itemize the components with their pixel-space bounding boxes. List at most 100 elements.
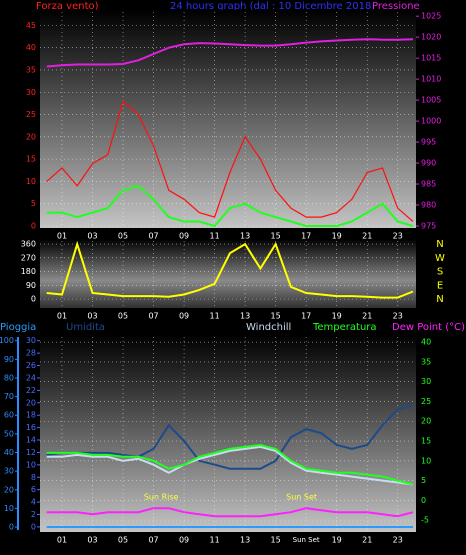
y-tick-label: 20 [26,398,36,407]
y-tick-label: 10 [4,504,14,513]
y-tick-label: 1020 [421,33,441,42]
x-tick-label: 07 [148,312,158,321]
y-tick-label: 990 [421,159,436,168]
x-tick-label: 13 [240,232,250,241]
x-tick-label: 09 [179,536,189,545]
x-tick-label: 21 [362,312,372,321]
y-tick-label: 0 [421,496,426,505]
legend-entry: Pioggia [0,322,36,333]
y-tick-label: 16 [26,423,36,432]
pressure-label: Pressione [372,1,420,12]
x-tick-label: Sun Set [293,536,320,544]
y-tick-label: 24 [26,373,36,382]
y-tick-label: 25 [421,397,431,406]
y-tick-label: 10 [421,456,431,465]
y-tick-label: 40 [421,338,431,347]
series-line [46,443,414,486]
x-tick-label: 05 [118,312,128,321]
y-tick-label: 1025 [421,12,441,21]
x-tick-label: 15 [271,312,281,321]
y-tick-label: 30 [26,88,36,97]
plot-area [40,335,416,532]
y-tick-label: 1010 [421,75,441,84]
y-tick-label: 14 [26,436,36,445]
x-tick-label: 05 [118,232,128,241]
x-tick-label: 23 [393,536,403,545]
y-tick-label: 180 [21,267,36,276]
x-tick-label: 13 [240,536,250,545]
y-tick-label: 50 [4,429,14,438]
x-tick-label: 07 [148,536,158,545]
y-tick-label: 70 [4,392,14,401]
x-tick-label: 03 [87,312,97,321]
x-tick-label: 17 [301,232,311,241]
y-tick-label: 45 [26,21,36,30]
series-line [46,404,414,470]
y-tick-label: 40 [4,448,14,457]
compass-label: N [436,294,443,305]
x-tick-label: 19 [332,312,342,321]
annotation: Sun Rise [144,493,179,502]
compass-label: W [435,253,445,264]
series-line [46,445,414,486]
y-tick-label: 40 [26,43,36,52]
x-tick-label: 09 [179,312,189,321]
y-tick-label: 0 [31,295,36,304]
y-tick-label: 1000 [421,117,441,126]
x-tick-label: 03 [87,536,97,545]
y-tick-label: 10 [26,460,36,469]
x-tick-label: 17 [301,312,311,321]
y-tick-label: 5 [421,476,426,485]
x-tick-label: 15 [271,232,281,241]
x-tick-label: 15 [271,536,281,545]
y-tick-label: 15 [26,155,36,164]
x-tick-label: 23 [393,312,403,321]
x-tick-label: 21 [362,536,372,545]
x-tick-label: 11 [209,312,219,321]
series-line [46,240,414,299]
series-line [46,38,414,68]
y-tick-label: 20 [26,132,36,141]
y-tick-label: 0 [9,523,14,532]
y-tick-label: 0 [31,522,36,531]
series-line [46,507,414,518]
x-tick-label: 07 [148,232,158,241]
annotation: Sun Set [286,493,317,502]
compass-label: N [436,239,443,250]
x-tick-label: 01 [57,232,67,241]
compass-label: E [437,280,443,291]
x-tick-label: 05 [118,536,128,545]
y-tick-label: 15 [421,437,431,446]
x-tick-label: 21 [362,232,372,241]
y-tick-label: 22 [26,386,36,395]
x-tick-label: 11 [209,536,219,545]
chart-title: 24 hours graph (dal : 10 Dicembre 2018 [170,1,371,12]
y-tick-label: 980 [421,201,436,210]
y-tick-label: 360 [21,240,36,249]
y-tick-label: 90 [26,281,36,290]
y-tick-label: 5 [31,199,36,208]
y-tick-label: 985 [421,180,436,189]
y-tick-label: 35 [26,65,36,74]
y-tick-label: 80 [4,373,14,382]
legend-entry: Umidita [66,322,105,333]
legend-entry: Windchill [246,322,291,333]
y-tick-label: 12 [26,448,36,457]
y-tick-label: 1015 [421,54,441,63]
x-tick-label: 01 [57,536,67,545]
y-tick-label: 30 [4,467,14,476]
y-tick-label: 4 [31,498,36,507]
y-tick-label: 20 [421,417,431,426]
y-tick-label: 975 [421,222,436,231]
y-tick-label: 25 [26,110,36,119]
y-tick-label: -5 [421,516,429,525]
y-tick-label: 100 [0,336,14,345]
y-tick-label: 26 [26,361,36,370]
y-tick-label: 10 [26,177,36,186]
series-line [46,184,414,228]
x-tick-label: 09 [179,232,189,241]
wind-label: Forza vento) [36,1,99,12]
x-tick-label: 13 [240,312,250,321]
y-tick-label: 20 [4,485,14,494]
